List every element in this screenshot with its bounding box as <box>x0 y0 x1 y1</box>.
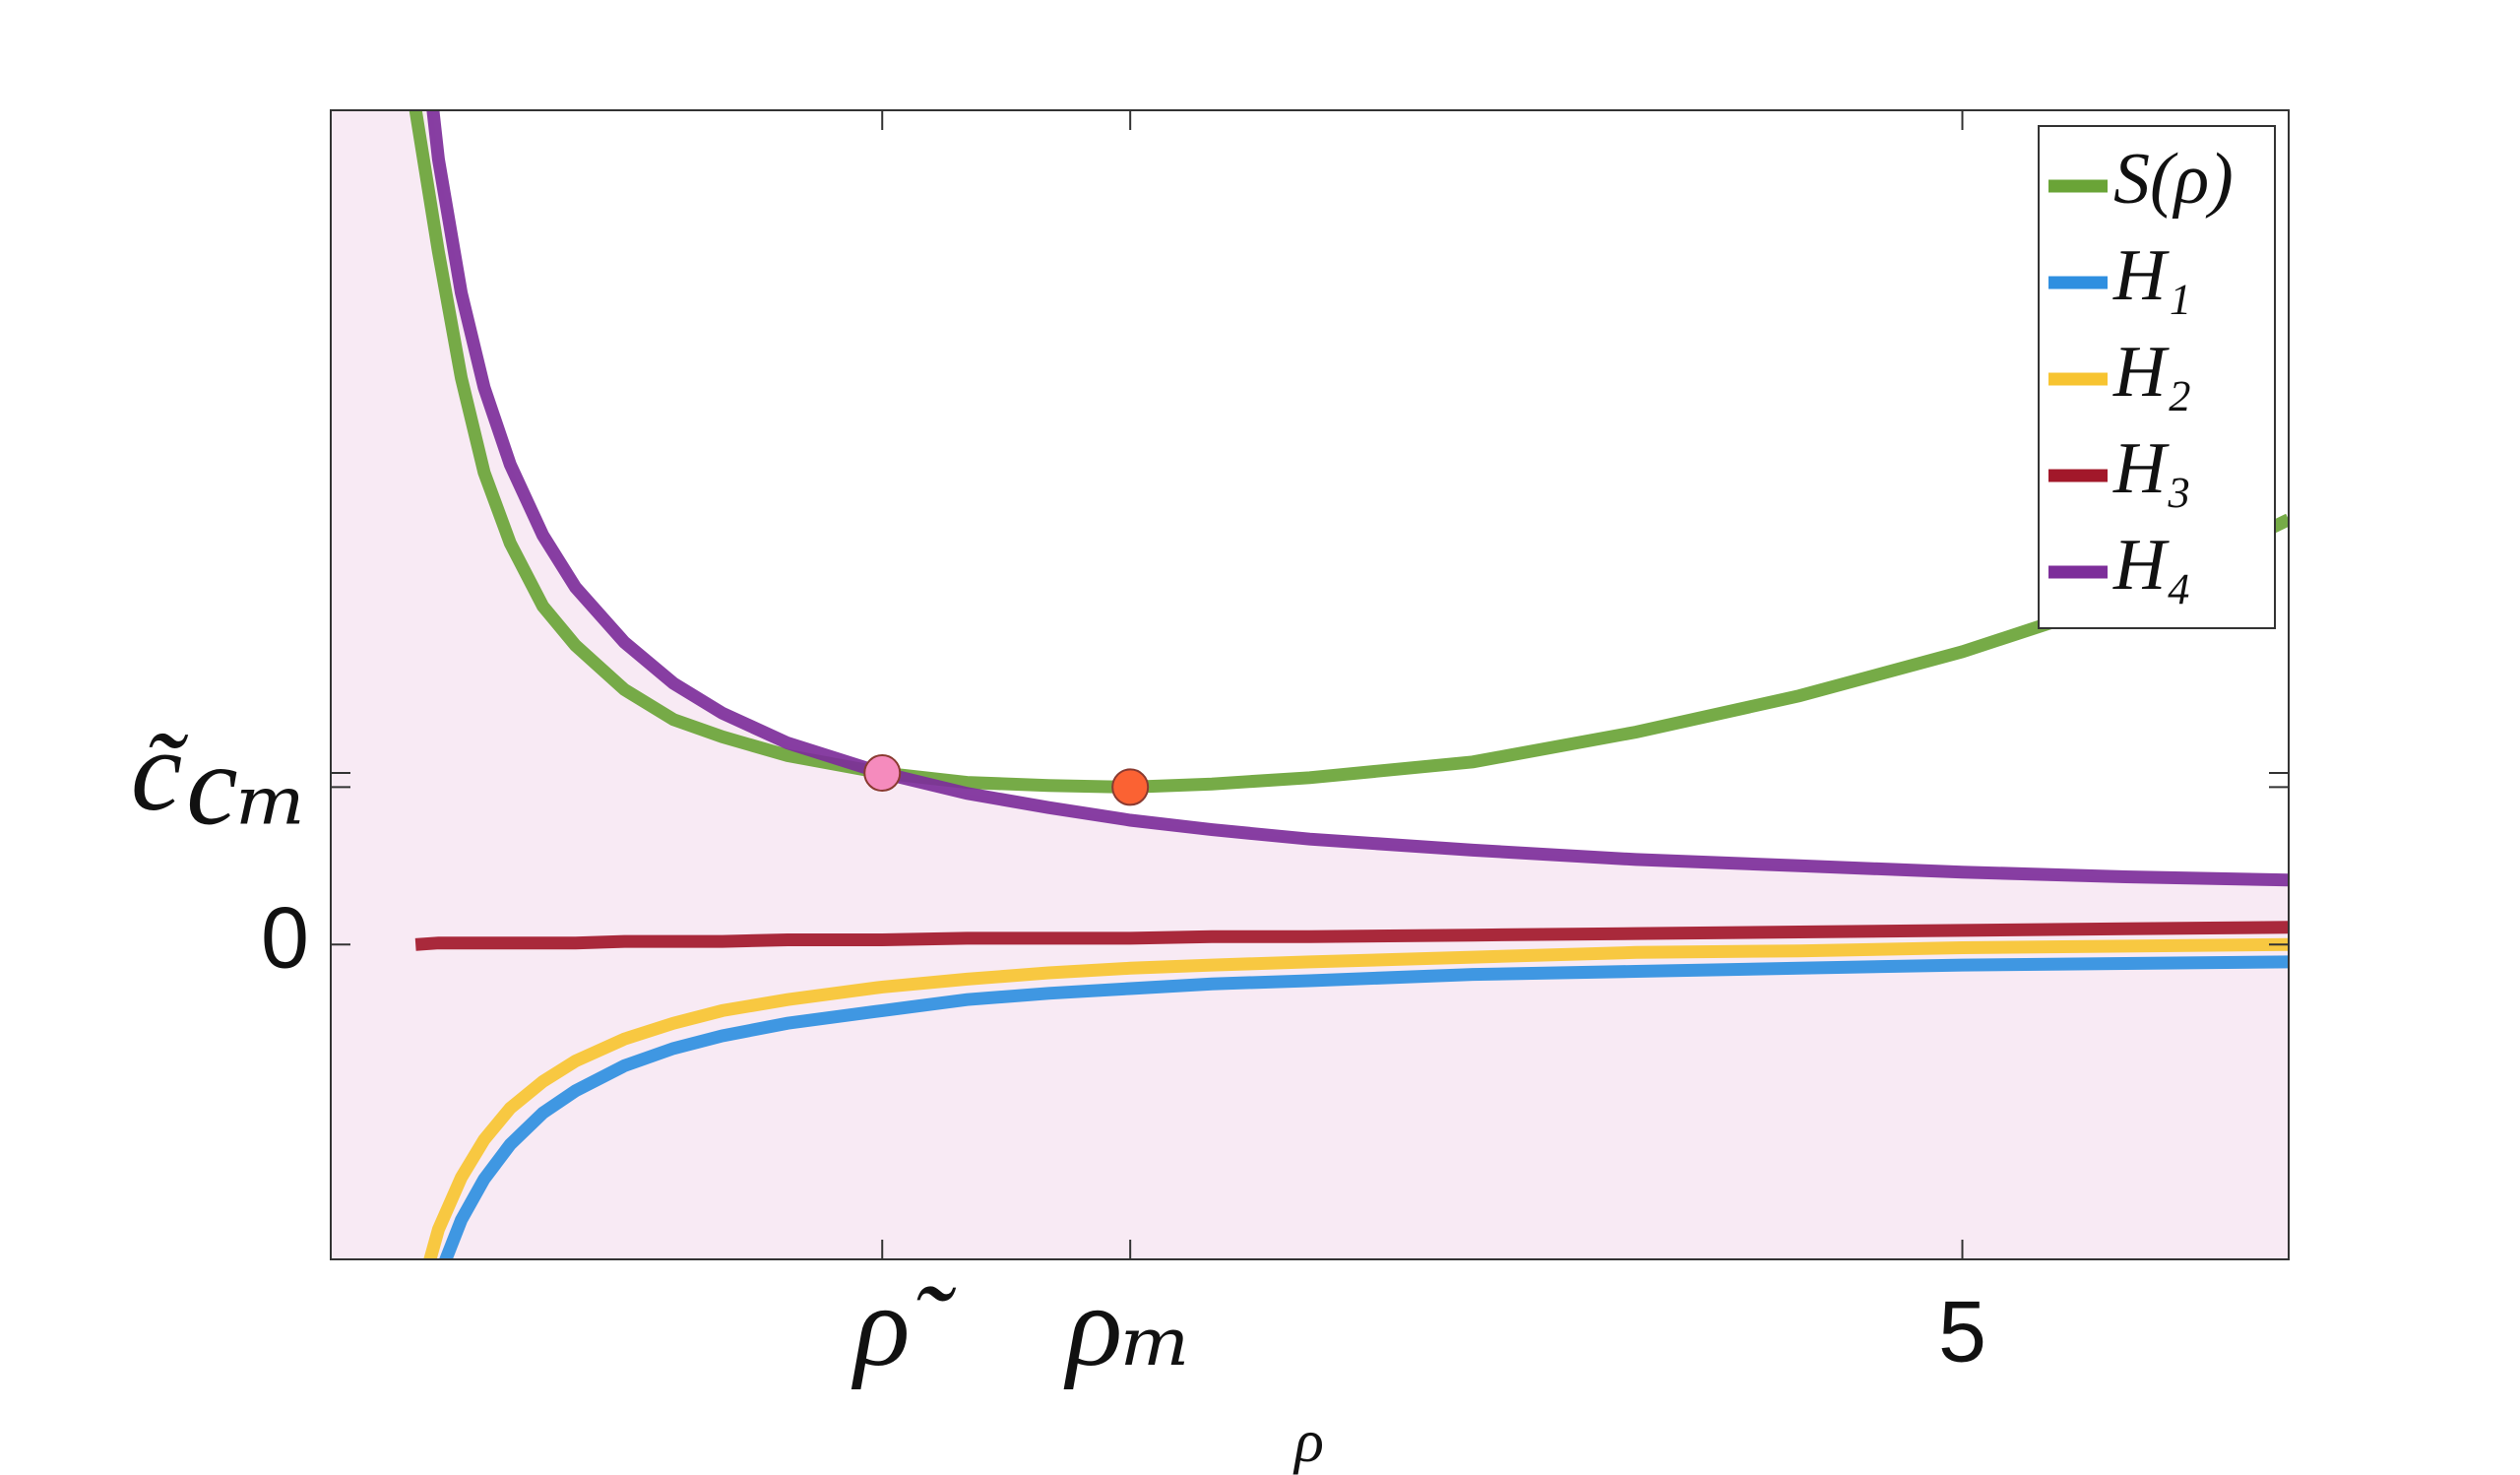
legend-label: H₃ <box>2112 428 2191 509</box>
legend-label: H₁ <box>2112 235 2191 316</box>
x-tick-label: ρ̃ <box>851 1261 957 1390</box>
legend-label: S(ρ) <box>2113 139 2234 220</box>
legend: S(ρ) H₁ H₂ H₃ H₄ <box>2038 125 2276 629</box>
series-line <box>414 921 2289 951</box>
marker-point <box>863 754 902 793</box>
x-axis-label: ρ <box>1292 1408 1324 1475</box>
legend-label: H₂ <box>2112 332 2191 413</box>
x-tick-label: 5 <box>1938 1282 1986 1379</box>
marker-point <box>1111 768 1150 806</box>
y-tick-label: c̃ <box>131 706 189 835</box>
x-tick-label: ρₘ <box>1064 1261 1194 1390</box>
series-line <box>409 110 2289 794</box>
y-tick-label: cₘ <box>186 720 309 849</box>
y-tick-label: 0 <box>261 889 309 987</box>
legend-label: H₄ <box>2112 525 2191 606</box>
legend-box <box>2038 125 2276 629</box>
series-line <box>423 937 2289 1259</box>
plot-area <box>331 110 2289 1259</box>
plot-frame <box>330 109 2290 1260</box>
series-line <box>438 955 2289 1259</box>
